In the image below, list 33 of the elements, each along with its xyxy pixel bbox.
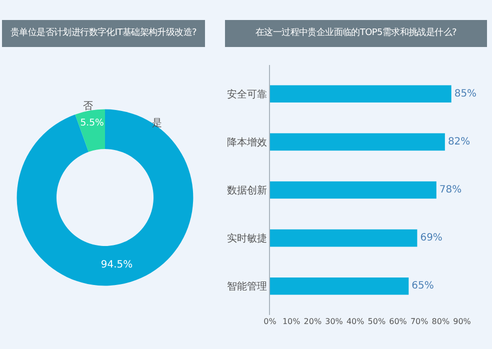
y-tick-label: 实时敏捷	[227, 232, 267, 245]
x-tick-label: 0%	[264, 317, 277, 326]
donut-slice	[75, 109, 105, 152]
x-tick-label: 70%	[410, 317, 429, 326]
data-label: 82%	[448, 136, 470, 148]
x-tick-label: 40%	[346, 317, 365, 326]
x-tick-label: 60%	[389, 317, 408, 326]
y-tick-label: 降本增效	[227, 136, 267, 148]
y-tick-label: 数据创新	[227, 184, 267, 196]
x-tick-label: 90%	[453, 317, 472, 326]
donut-slice	[16, 109, 194, 286]
bar	[270, 181, 436, 199]
data-label: 85%	[454, 88, 477, 100]
y-tick-label: 智能管理	[227, 280, 267, 293]
x-tick-label: 20%	[304, 317, 322, 326]
bar	[270, 133, 445, 151]
data-label: 65%	[412, 280, 434, 292]
chart-title: 在这一过程中贵企业面临的TOP5需求和挑战是什么?	[225, 20, 487, 47]
data-label: 69%	[420, 232, 442, 244]
x-tick-label: 30%	[325, 317, 344, 326]
slice-label: 否	[83, 101, 93, 112]
chart-title: 贵单位是否计划进行数字化IT基础架构升级改造?	[2, 20, 205, 47]
x-tick-label: 50%	[368, 317, 386, 326]
x-tick-label: 80%	[432, 317, 450, 326]
x-tick-label: 10%	[282, 317, 301, 326]
data-label: 5.5%	[80, 118, 104, 129]
bar	[270, 229, 418, 247]
data-label: 78%	[439, 184, 462, 196]
data-label: 94.5%	[100, 259, 133, 270]
bar	[270, 85, 452, 102]
slice-label: 是	[152, 118, 162, 129]
y-tick-label: 安全可靠	[227, 88, 267, 100]
bar	[270, 278, 409, 295]
